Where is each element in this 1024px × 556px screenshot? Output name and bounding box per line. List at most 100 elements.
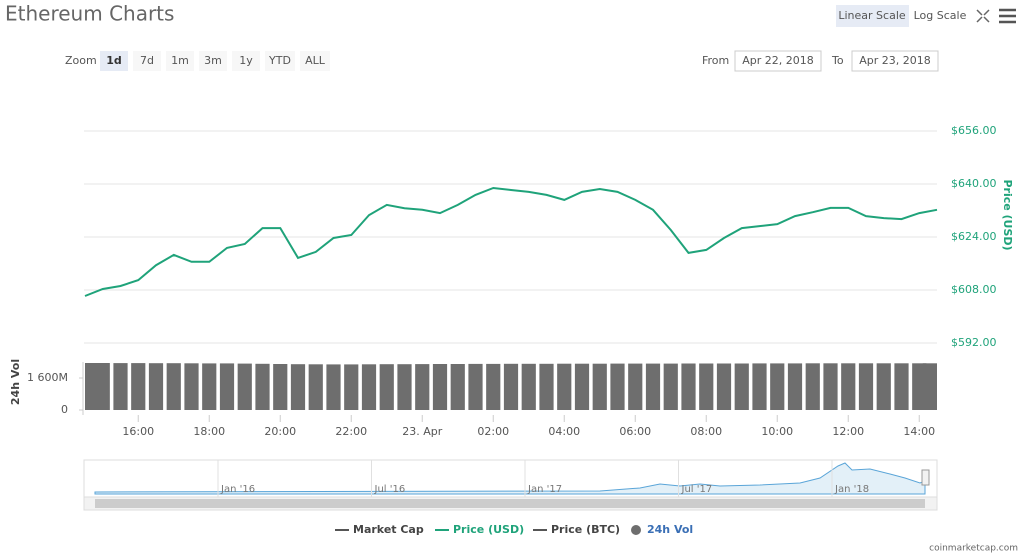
volume-bar	[574, 363, 590, 410]
volume-bar	[468, 363, 483, 410]
navigator-labels: Jan '16 Jul '16 Jan '17 Jul '17 Jan '18	[217, 460, 869, 497]
navigator-handle[interactable]	[921, 469, 930, 486]
volume-bar	[237, 363, 252, 410]
to-date[interactable]: Apr 23, 2018	[859, 54, 931, 67]
from-date[interactable]: Apr 22, 2018	[742, 54, 814, 67]
navigator-label: Jan '18	[834, 484, 869, 495]
volume-bar	[699, 363, 714, 410]
volume-bar	[894, 363, 909, 410]
volume-bar	[876, 363, 891, 410]
volume-bar	[841, 363, 856, 410]
credit: coinmarketcap.com	[929, 544, 1018, 554]
volume-bar	[922, 363, 937, 410]
x-tick-label: 08:00	[690, 425, 722, 438]
zoom-button-label[interactable]: YTD	[268, 54, 291, 67]
zoom-button-label[interactable]: ALL	[305, 54, 326, 67]
volume-bar	[290, 364, 306, 410]
volume-bar	[326, 364, 341, 410]
volume-bar	[628, 363, 643, 410]
legend-item[interactable]: Market Cap	[353, 523, 424, 536]
log-scale-label[interactable]: Log Scale	[914, 9, 967, 22]
to-input[interactable]	[851, 50, 939, 72]
zoom-button[interactable]	[232, 51, 260, 71]
legend-symbol	[631, 525, 641, 535]
y-tick-label: $624.00	[951, 230, 997, 243]
volume-bar	[734, 363, 749, 410]
zoom-button-label[interactable]: 3m	[204, 54, 222, 67]
volume-bar	[486, 363, 501, 410]
y-tick-label: $592.00	[951, 336, 997, 349]
volume-bar	[503, 363, 519, 410]
volume-bar	[166, 363, 181, 410]
volume-bar	[379, 364, 394, 410]
volume-bar	[415, 364, 430, 410]
x-tick-label: 18:00	[193, 425, 225, 438]
x-tick-label: 10:00	[761, 425, 793, 438]
volume-bar	[592, 363, 607, 410]
volume-bar	[113, 363, 128, 410]
volume-bar	[645, 363, 661, 410]
volume-bar	[397, 364, 412, 410]
navigator[interactable]	[83, 459, 938, 511]
volume-bar	[184, 363, 199, 410]
zoom-button-label[interactable]: 1m	[171, 54, 189, 67]
volume-bar	[219, 363, 235, 410]
volume-bar	[308, 364, 323, 410]
x-tick-label: 23. Apr	[402, 425, 442, 438]
from-input[interactable]	[734, 50, 822, 72]
navigator-label: Jul '16	[374, 484, 406, 495]
x-tick-label: 16:00	[122, 425, 154, 438]
linear-scale-label[interactable]: Linear Scale	[838, 9, 906, 22]
y-tick-label: $656.00	[951, 124, 997, 137]
legend: Market Cap Price (USD) Price (BTC) 24h V…	[335, 523, 693, 536]
y-tick-label: $640.00	[951, 177, 997, 190]
navigator-label: Jul '17	[681, 484, 713, 495]
zoom-button[interactable]	[199, 51, 227, 71]
to-label: To	[831, 54, 844, 67]
page-title: Ethereum Charts	[5, 2, 174, 26]
volume-bar	[663, 363, 678, 410]
x-tick-label: 12:00	[832, 425, 864, 438]
y-tick-label: 1 600M	[27, 371, 68, 384]
volume-bar	[539, 363, 554, 410]
linear-scale-button[interactable]	[836, 5, 909, 27]
zoom-button[interactable]	[100, 51, 128, 71]
volume-bar	[823, 363, 838, 410]
volume-bar	[95, 363, 110, 410]
zoom-button-label[interactable]: 1y	[239, 54, 253, 67]
volume-bar	[432, 364, 448, 410]
volume-bar	[858, 363, 874, 410]
zoom-button[interactable]	[300, 51, 330, 71]
x-tick-label: 02:00	[477, 425, 509, 438]
volume-bar	[805, 363, 820, 410]
volume-bar	[273, 364, 288, 410]
volume-bar	[148, 363, 164, 410]
volume-bar	[557, 363, 572, 410]
zoom-button[interactable]	[133, 51, 161, 71]
volume-bar	[610, 363, 625, 410]
zoom-button-label[interactable]: 1d	[106, 54, 122, 67]
zoom-buttons: 1d 7d 1m 3m 1y YTD ALL	[100, 51, 330, 71]
zoom-button[interactable]	[166, 51, 194, 71]
menu-icon[interactable]	[999, 8, 1016, 24]
volume-bar	[752, 363, 767, 410]
volume-bar	[716, 363, 732, 410]
navigator-label: Jan '16	[220, 484, 255, 495]
volume-bar	[450, 364, 465, 410]
x-tick-label: 06:00	[619, 425, 651, 438]
from-label: From	[702, 54, 729, 67]
legend-item[interactable]: 24h Vol	[647, 523, 693, 536]
y-tick-label: 0	[61, 403, 68, 416]
legend-item[interactable]: Price (BTC)	[551, 523, 620, 536]
volume-bar	[361, 364, 377, 410]
price-line	[84, 186, 938, 297]
zoom-button-label[interactable]: 7d	[140, 54, 154, 67]
x-tick-label: 22:00	[335, 425, 367, 438]
legend-item[interactable]: Price (USD)	[453, 523, 524, 536]
zoom-button[interactable]	[265, 51, 295, 71]
scrollbar-thumb[interactable]	[95, 499, 925, 508]
volume-bar	[131, 363, 146, 410]
fullscreen-icon[interactable]	[976, 9, 990, 23]
